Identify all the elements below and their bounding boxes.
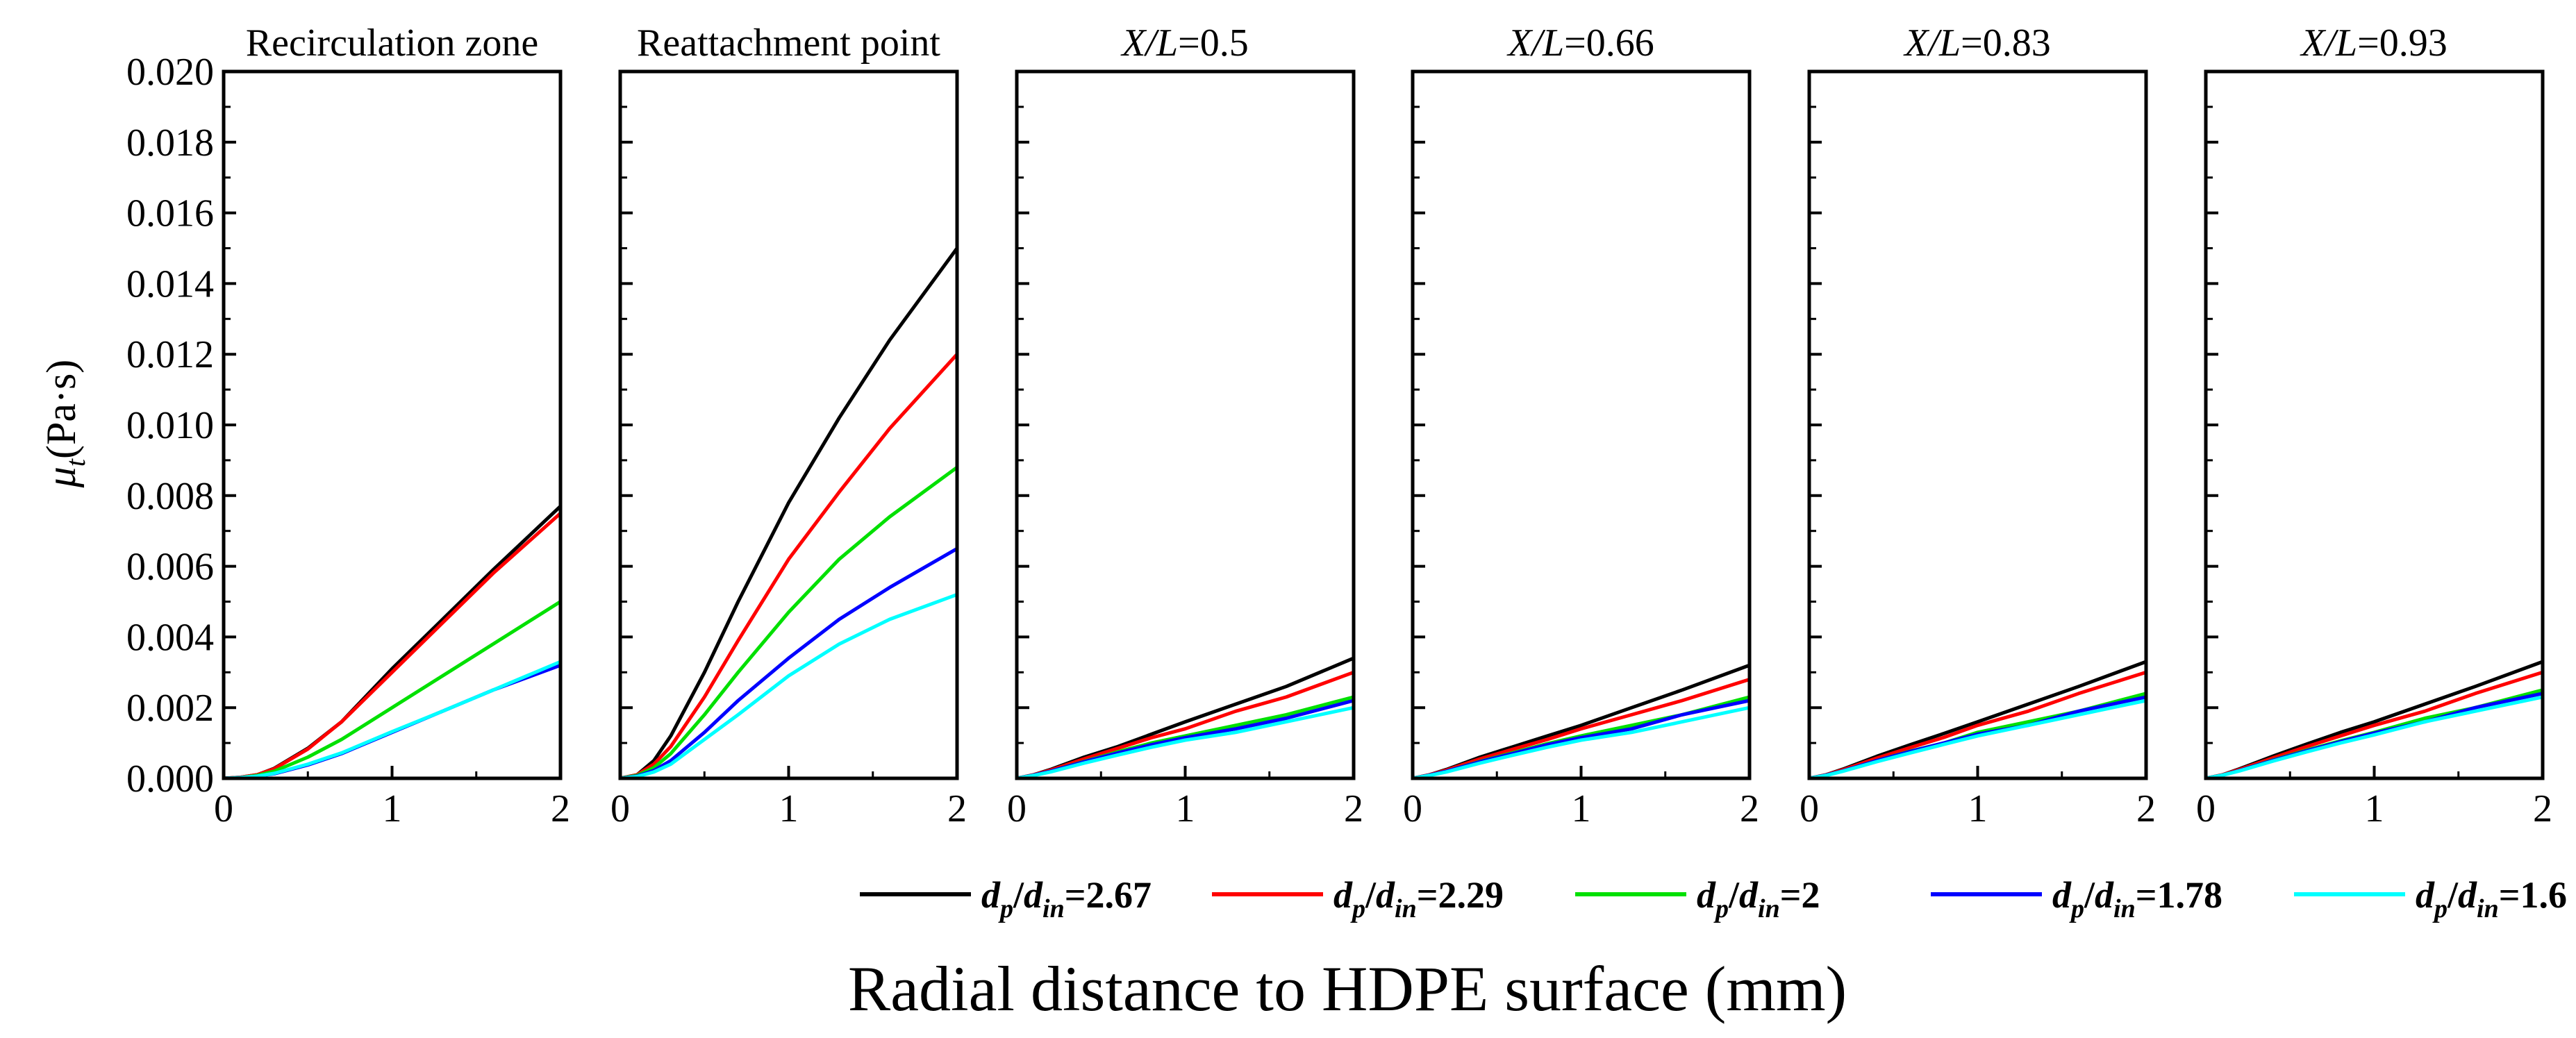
legend-item-s178: dp/din=1.78 (1931, 874, 2222, 923)
panels: 0 1 2 0.000 0.002 0.004 0.006 0.008 0.010 0.012 0.… (126, 22, 2552, 830)
y-tick-label: 0.018 (126, 122, 214, 165)
x-tick-label: 2 (2136, 787, 2156, 830)
panel-title: Recirculation zone (246, 22, 538, 65)
x-tick-label: 2 (2533, 787, 2552, 830)
y-tick-label: 0.004 (126, 616, 214, 659)
x-tick-label: 0 (214, 787, 233, 830)
x-tick-label: 0 (610, 787, 630, 830)
series-line-s267-panel-1 (222, 504, 563, 780)
y-tick-label: 0.008 (126, 475, 214, 518)
legend-item-s160: dp/din=1.6 (2294, 874, 2567, 923)
x-tick-label: 2 (551, 787, 570, 830)
series-line-s229-panel-6 (2204, 670, 2545, 780)
panel-title: X/L=0.93 (2300, 22, 2448, 65)
legend-item-s229: dp/din=2.29 (1212, 874, 1504, 923)
x-tick-label: 1 (1968, 787, 1988, 830)
x-tick-label: 0 (1800, 787, 1819, 830)
x-tick-label: 1 (779, 787, 799, 830)
y-tick-label: 0.016 (126, 192, 214, 235)
panel-title: Reattachment point (637, 22, 940, 65)
plot-frame (1807, 69, 2148, 780)
legend-label: dp/din=1.78 (2052, 874, 2222, 923)
x-tick-label: 0 (1403, 787, 1422, 830)
panel-title: X/L=0.83 (1903, 22, 2051, 65)
series-line-s267-panel-2 (618, 246, 959, 780)
legend-item-s267: dp/din=2.67 (860, 874, 1152, 923)
series-line-s160-panel-1 (222, 660, 563, 780)
y-axis-label-text: μt(Pa·s) (38, 360, 91, 489)
legend-label: dp/din=2.67 (981, 874, 1152, 923)
plot-frame (1015, 69, 1356, 780)
x-tick-label: 1 (2365, 787, 2384, 830)
series-line-s229-panel-4 (1411, 678, 1752, 780)
legend: dp/din=2.67 dp/din=2.29 dp/din=2 dp/din=1.7… (860, 874, 2567, 923)
series-line-s267-panel-4 (1411, 663, 1752, 780)
panel-4: 0 1 2 X/L=0.66 (1403, 22, 1759, 830)
series-line-s267-panel-6 (2204, 660, 2545, 780)
series-line-s160-panel-6 (2204, 695, 2545, 780)
y-tick-label: 0.006 (126, 546, 214, 589)
legend-label: dp/din=2.29 (1333, 874, 1504, 923)
x-tick-label: 1 (1572, 787, 1591, 830)
legend-label: dp/din=1.6 (2416, 874, 2567, 923)
panel-3: 0 1 2 X/L=0.5 (1007, 22, 1363, 830)
x-tick-label: 1 (1176, 787, 1195, 830)
series-line-s160-panel-5 (1807, 698, 2148, 780)
plot-frame (1411, 69, 1752, 780)
legend-item-s200: dp/din=2 (1575, 874, 1820, 923)
plot-frame (618, 69, 959, 780)
panel-title: X/L=0.66 (1506, 22, 1654, 65)
x-axis-label: Radial distance to HDPE surface (mm) (848, 953, 1847, 1024)
x-tick-label: 0 (2196, 787, 2216, 830)
panel-6: 0 1 2 X/L=0.93 (2196, 22, 2552, 830)
series-line-s200-panel-2 (618, 465, 959, 780)
y-tick-label: 0.012 (126, 333, 214, 376)
y-axis-label: μt(Pa·s) (38, 360, 91, 489)
plot-frame (2204, 69, 2545, 780)
x-tick-label: 2 (947, 787, 967, 830)
series-line-s160-panel-2 (618, 592, 959, 780)
panel-1: 0 1 2 0.000 0.002 0.004 0.006 0.008 0.010 0.012 0.… (126, 22, 570, 830)
panel-2: 0 1 2 Reattachment point (610, 22, 967, 830)
panel-title: X/L=0.5 (1120, 22, 1249, 65)
x-tick-label: 2 (1344, 787, 1363, 830)
y-tick-label: 0.020 (126, 51, 214, 94)
legend-label: dp/din=2 (1697, 874, 1820, 923)
y-tick-label: 0.010 (126, 404, 214, 447)
panel-5: 0 1 2 X/L=0.83 (1800, 22, 2156, 830)
y-tick-label: 0.014 (126, 262, 214, 305)
x-tick-label: 2 (1740, 787, 1759, 830)
series-line-s229-panel-2 (618, 352, 959, 780)
series-line-s267-panel-5 (1807, 660, 2148, 780)
series-line-s229-panel-5 (1807, 670, 2148, 780)
series-line-s200-panel-1 (222, 600, 563, 780)
y-tick-label: 0.000 (126, 757, 214, 801)
x-tick-label: 0 (1007, 787, 1027, 830)
series-line-s160-panel-4 (1411, 705, 1752, 780)
x-tick-label: 1 (383, 787, 402, 830)
y-tick-label: 0.002 (126, 687, 214, 730)
series-line-s160-panel-3 (1015, 705, 1356, 780)
